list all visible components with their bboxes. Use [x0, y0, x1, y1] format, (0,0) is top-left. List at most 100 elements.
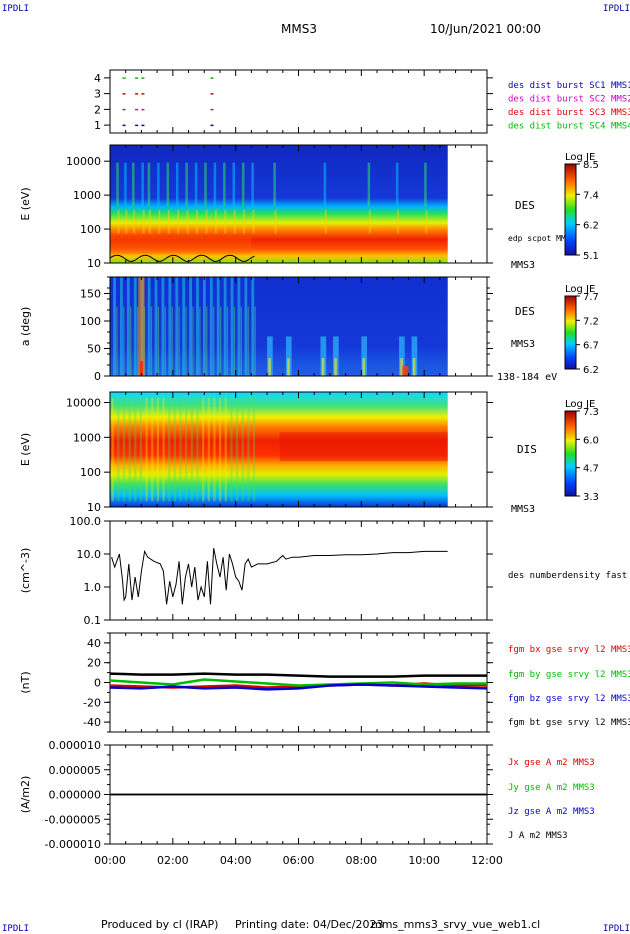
- dis-energy-spectrogram-streak: [151, 397, 154, 502]
- des-pitch-angle-spectrogram-streak: [362, 358, 366, 376]
- bfield-ytick-label: 20: [87, 657, 101, 670]
- burst-marker: [122, 77, 126, 79]
- dis-energy-colorbar-label: 7.3: [583, 407, 599, 418]
- des-pitch-angle-spectrogram-streak: [400, 358, 403, 376]
- x-tick-label: 10:00: [408, 854, 440, 867]
- des-energy-spectrogram-streak: [158, 209, 161, 234]
- des-energy-spectrogram-streak: [273, 162, 276, 207]
- des-energy-spectrogram-streak: [251, 162, 254, 207]
- burst-marker: [135, 124, 139, 127]
- current-series-label: Jy gse A m2 MMS3: [508, 783, 595, 793]
- des-energy-spectrogram-streak: [252, 209, 255, 234]
- des-pitch-angle-spectrogram-streak: [285, 336, 292, 376]
- des-pitch-angle-spectrogram-streak: [268, 358, 271, 376]
- des-pitch-angle-colorbar-label: 6.7: [583, 341, 599, 352]
- scpot-line: [109, 254, 255, 263]
- des-pa-spacecraft-label: MMS3: [511, 339, 535, 350]
- des-energy-colorbar-label: 7.4: [583, 190, 599, 201]
- burst-marker: [122, 93, 126, 95]
- burst-legend-entry: des dist burst SC3 MMS3: [508, 108, 630, 118]
- file-name: mms_mms3_srvy_vue_web1.cl: [371, 918, 541, 931]
- x-tick-label: 04:00: [220, 854, 252, 867]
- des-pitch-angle-spectrogram-streak: [189, 277, 192, 376]
- des-pitch-angle-spectrogram-streak: [139, 361, 143, 376]
- des-energy-spectrogram-streak: [185, 162, 188, 207]
- dis-energy-spectrogram-streak: [202, 397, 205, 502]
- dis-energy-spectrogram-streak: [111, 397, 114, 502]
- dis-energy-spectrogram-streak: [252, 397, 256, 502]
- dis-energy-spectrogram-streak: [145, 397, 148, 502]
- dis-energy-spectrogram-streak: [156, 397, 160, 502]
- dis-energy-colorbar: [564, 410, 577, 497]
- des-pitch-angle-spectrogram-streak: [209, 277, 213, 376]
- dis-energy-spectrogram-streak: [190, 397, 193, 502]
- des-pitch-angle-spectrogram-streak: [147, 277, 151, 376]
- burst-marker: [210, 124, 214, 127]
- des-pitch-angle-spectrogram-streak: [333, 336, 339, 376]
- burst-marker: [135, 93, 139, 95]
- density-ytick-label: 0.1: [84, 614, 102, 627]
- des-pitch-angle-spectrogram-streak: [287, 358, 290, 376]
- burst-marker: [141, 93, 145, 95]
- des-pitch-angle-spectrogram-streak: [199, 306, 201, 376]
- des-pitch-angle-colorbar-title: Log JE: [565, 284, 595, 295]
- dis-energy-spectrogram-streak: [162, 397, 165, 502]
- burst-marker: [141, 108, 145, 111]
- bfield-ytick-label: -40: [83, 716, 101, 729]
- des-energy-spectrogram-streak: [233, 209, 236, 234]
- burst-marker: [135, 108, 139, 111]
- x-tick-label: 00:00: [94, 854, 126, 867]
- des-pitch-angle-spectrogram-streak: [334, 358, 337, 376]
- des-pitch-angle-spectrogram-streak: [321, 358, 325, 376]
- des-energy-spectrogram-streak: [117, 209, 120, 234]
- x-tick-label: 06:00: [283, 854, 315, 867]
- des-pitch-angle-ylabel: a (deg): [19, 307, 32, 347]
- burst-marker: [141, 77, 145, 79]
- des-energy-colorbar-label: 6.2: [583, 221, 599, 232]
- des-energy-spectrogram-streak: [131, 162, 135, 207]
- des-energy-spectrogram-streak: [241, 162, 245, 207]
- des-pitch-angle-spectrogram-streak: [226, 306, 229, 376]
- des-pitch-angle-spectrogram-streak: [130, 306, 132, 376]
- des-pitch-angle-spectrogram-streak: [113, 277, 116, 376]
- corner-label-bottom-right: IPDLI: [603, 924, 630, 934]
- des-energy-spectrogram-streak: [125, 209, 128, 234]
- des-energy-spectrogram-streak: [214, 209, 217, 234]
- des-pitch-angle-spectrogram-streak: [123, 306, 125, 376]
- dis-instrument-label: DIS: [517, 443, 537, 456]
- dis-energy-spectrogram-streak: [185, 397, 188, 502]
- des-energy-colorbar: [564, 163, 577, 256]
- des-pitch-angle-spectrogram-streak: [138, 277, 145, 376]
- des-pitch-angle-colorbar-label: 6.2: [583, 365, 599, 376]
- des-energy-spectrogram-streak: [175, 162, 179, 207]
- des-pitch-angle-spectrogram-streak: [251, 277, 255, 376]
- printing-date: Printing date: 04/Dec/2023: [235, 918, 384, 931]
- des-pitch-angle-spectrogram-streak: [196, 277, 199, 376]
- des-energy-spectrogram-streak: [243, 209, 246, 234]
- burst-marker: [141, 124, 145, 127]
- des-pitch-angle-spectrogram-streak: [402, 366, 409, 376]
- des-energy-spectrogram-streak: [177, 209, 180, 234]
- des-pitch-angle-spectrogram-streak: [411, 336, 418, 376]
- des-pitch-angle-spectrogram-streak: [133, 277, 137, 376]
- des-energy-spectrogram-streak: [148, 209, 151, 234]
- des-pitch-angle-spectrogram-streak: [116, 306, 118, 376]
- des-pitch-angle-spectrogram-streak: [240, 306, 242, 376]
- dis-energy-ytick-label: 10: [87, 501, 101, 514]
- dis-energy-spectrogram: [110, 392, 448, 507]
- des-pitch-angle-spectrogram-streak: [192, 306, 194, 376]
- des-pitch-angle-spectrogram-streak: [247, 306, 249, 376]
- des-energy-spectrogram: [110, 145, 448, 263]
- des-energy-spectrogram-streak: [323, 162, 327, 207]
- current-ytick-label: -0.000005: [45, 813, 101, 826]
- scpot-label: edp scpot MMS3: [508, 234, 576, 243]
- density-series-label: des numberdensity fast M: [508, 571, 630, 581]
- dis-spacecraft-label: MMS3: [511, 504, 535, 515]
- des-energy-spectrogram-streak: [196, 209, 198, 234]
- burst-legend-entry: des dist burst SC4 MMS4: [508, 122, 630, 132]
- burst-marker: [135, 77, 139, 79]
- des-pitch-angle-spectrogram-streak: [202, 277, 206, 376]
- des-energy-spectrogram-streak: [395, 162, 399, 207]
- des-pitch-angle-spectrogram-streak: [219, 306, 222, 376]
- des-energy-spectrogram-streak: [142, 209, 145, 234]
